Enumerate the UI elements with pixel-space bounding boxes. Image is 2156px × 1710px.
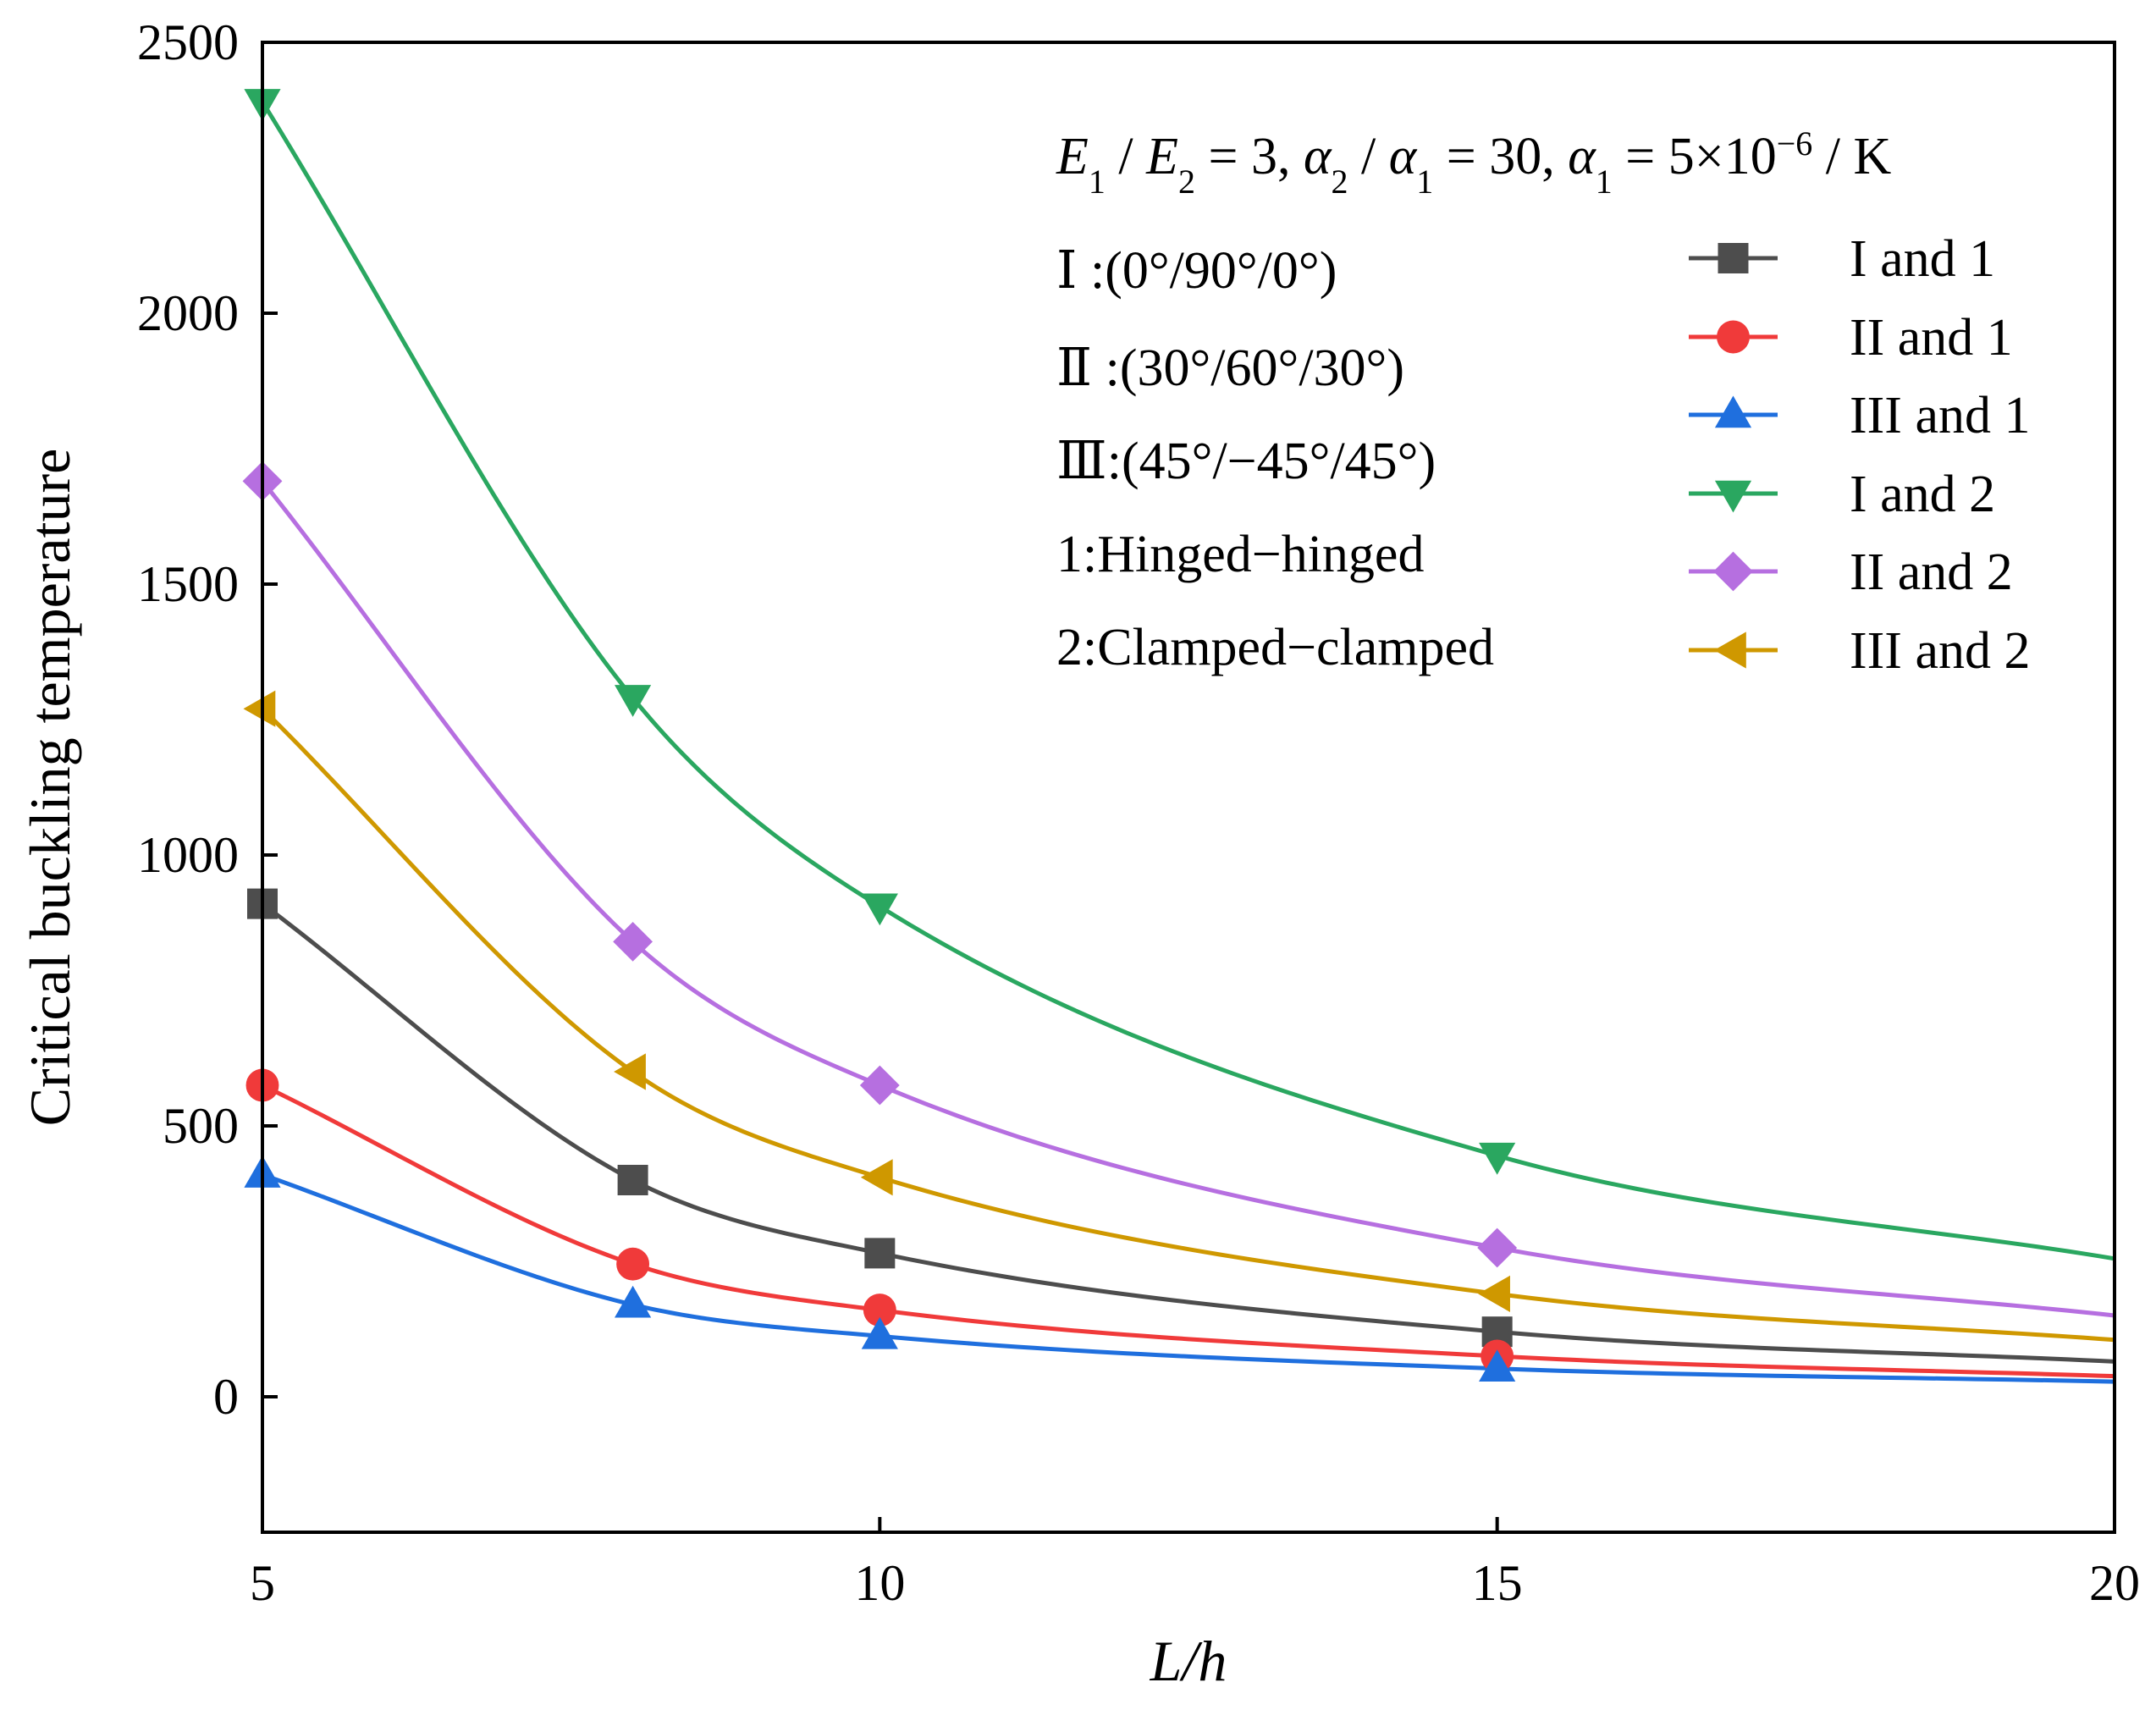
x-tick-label: 10 bbox=[854, 1555, 905, 1611]
series-line bbox=[261, 1083, 2115, 1379]
x-tick-label: 5 bbox=[250, 1555, 275, 1611]
series-line bbox=[261, 479, 2115, 1318]
annotation-layup-2: Ⅱ :(30°/60°/30°) bbox=[1056, 339, 1404, 397]
legend-label: III and 2 bbox=[1850, 622, 2030, 680]
legend-item: III and 2 bbox=[1689, 622, 2030, 680]
data-point bbox=[615, 1285, 652, 1318]
y-tick-label: 1000 bbox=[137, 827, 239, 883]
plot-frame bbox=[261, 41, 2116, 1534]
data-point bbox=[614, 1053, 646, 1090]
data-point bbox=[861, 893, 898, 926]
legend-marker bbox=[1718, 243, 1749, 273]
y-tick-label: 1500 bbox=[137, 556, 239, 612]
legend-item: II and 2 bbox=[1689, 543, 2013, 601]
series-line bbox=[261, 902, 2115, 1364]
data-point bbox=[613, 922, 653, 962]
annotation-layup-1: Ⅰ :(0°/90°/0°) bbox=[1056, 242, 1337, 300]
annotation-layup-3: Ⅲ:(45°/−45°/45°) bbox=[1056, 433, 1436, 490]
legend: I and 1 II and 1 III and 1 I and 2 II and 2 I… bbox=[1689, 230, 2030, 680]
y-tick-label: 500 bbox=[163, 1098, 239, 1154]
x-tick-label: 20 bbox=[2089, 1555, 2140, 1611]
data-point bbox=[1479, 1349, 1516, 1382]
data-point bbox=[1477, 1227, 1518, 1268]
y-tick-label: 2000 bbox=[137, 285, 239, 341]
x-tick-label: 15 bbox=[1472, 1555, 1523, 1611]
x-axis-label: L/h bbox=[1150, 1629, 1227, 1693]
data-point bbox=[864, 1238, 896, 1269]
series-2 bbox=[261, 1083, 2115, 1379]
series-1 bbox=[261, 902, 2115, 1364]
legend-marker bbox=[1717, 320, 1750, 354]
legend-item: III and 1 bbox=[1689, 387, 2030, 444]
annotation-boundary-2: 2:Clamped−clamped bbox=[1056, 619, 1494, 676]
data-point bbox=[861, 1316, 898, 1349]
legend-label: I and 1 bbox=[1850, 230, 1995, 288]
legend-marker bbox=[1714, 632, 1746, 669]
tick-labels: 5 10 15 20 0 500 1000 1500 2000 2500 bbox=[137, 14, 2140, 1611]
legend-label: II and 2 bbox=[1850, 543, 2013, 601]
legend-label: III and 1 bbox=[1850, 387, 2030, 444]
series-5 bbox=[261, 479, 2115, 1318]
y-tick-label: 2500 bbox=[137, 14, 239, 70]
legend-item: I and 2 bbox=[1689, 466, 1995, 523]
data-point bbox=[616, 1247, 650, 1281]
series-6-markers bbox=[243, 690, 1510, 1312]
data-point bbox=[617, 1165, 648, 1195]
data-point bbox=[1479, 1142, 1516, 1175]
legend-label: II and 1 bbox=[1850, 309, 2013, 367]
legend-label: I and 2 bbox=[1850, 466, 1995, 523]
y-tick-label: 0 bbox=[213, 1369, 239, 1425]
legend-marker bbox=[1714, 480, 1752, 513]
legend-item: I and 1 bbox=[1689, 230, 1995, 288]
series-1-markers bbox=[247, 888, 1513, 1348]
data-point bbox=[615, 685, 652, 717]
data-point bbox=[860, 1159, 893, 1196]
annotation-boundary-1: 1:Hinged−hinged bbox=[1056, 526, 1424, 583]
data-point bbox=[243, 690, 276, 727]
params-annotation: E1 / E2 = 3, α2 / α1 = 30, α1 = 5×10−6 /… bbox=[1056, 124, 1892, 201]
series-line bbox=[261, 707, 2115, 1343]
data-point bbox=[1478, 1275, 1510, 1312]
legend-marker bbox=[1714, 395, 1752, 428]
y-axis-label: Critical buckling temperature bbox=[18, 449, 82, 1127]
legend-item: II and 1 bbox=[1689, 309, 2013, 367]
data-point bbox=[863, 1294, 896, 1327]
legend-marker bbox=[1713, 551, 1753, 592]
data-point bbox=[859, 1065, 900, 1106]
series-6 bbox=[261, 707, 2115, 1343]
